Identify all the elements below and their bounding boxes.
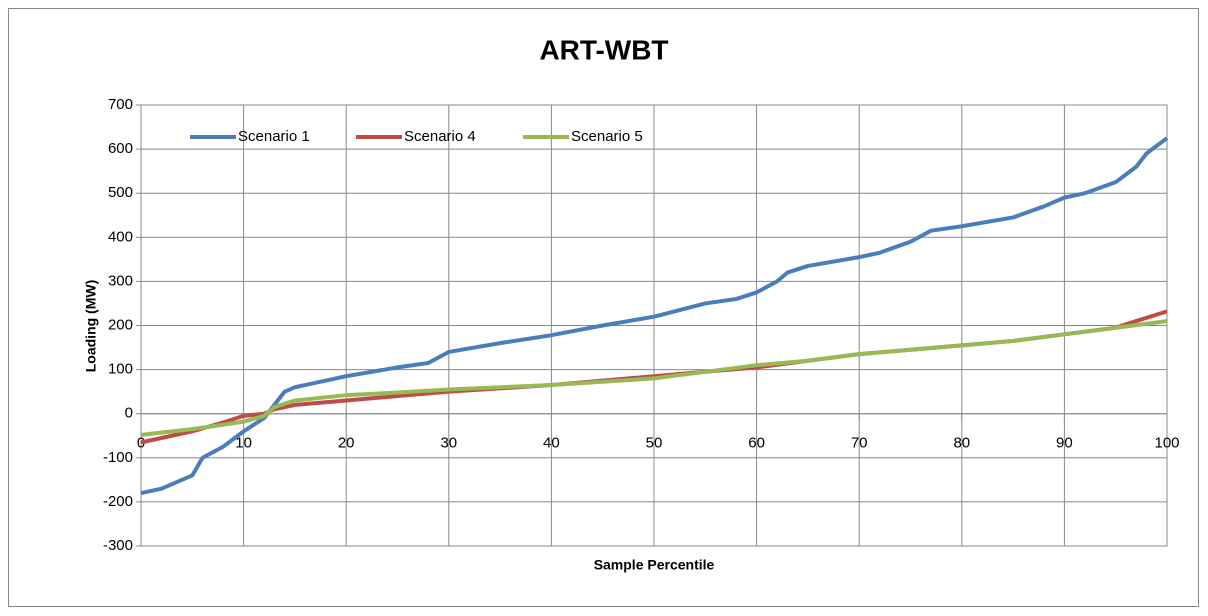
x-axis-label: Sample Percentile (594, 557, 715, 573)
y-tick-label: 200 (108, 316, 133, 333)
x-tick-label: 90 (1056, 435, 1073, 452)
y-axis-label: Loading (MW) (83, 280, 99, 373)
y-tick-label: 400 (108, 228, 133, 245)
series-line (140, 319, 1168, 437)
x-tick-label: 20 (338, 435, 355, 452)
series-line (140, 136, 1169, 496)
legend-label: Scenario 1 (238, 128, 310, 145)
y-tick-label: -100 (103, 449, 133, 466)
x-tick-label: 100 (1154, 435, 1179, 452)
y-tick-label: 100 (108, 361, 133, 378)
y-tick-label: -300 (103, 537, 133, 554)
y-tick-label: 0 (125, 405, 133, 422)
y-tick-label: 500 (108, 184, 133, 201)
chart-title: ART-WBT (539, 34, 668, 65)
x-tick-label: 40 (543, 435, 560, 452)
x-tick-label: 60 (748, 435, 765, 452)
y-tick-label: 700 (108, 96, 133, 113)
x-tick-label: 50 (646, 435, 663, 452)
x-tick-label: 80 (953, 435, 970, 452)
x-tick-label: 30 (440, 435, 457, 452)
y-tick-label: 300 (108, 272, 133, 289)
y-tick-label: 600 (108, 140, 133, 157)
legend-label: Scenario 5 (571, 128, 643, 145)
legend-label: Scenario 4 (404, 128, 476, 145)
x-tick-label: 10 (235, 435, 252, 452)
y-tick-label: -200 (103, 493, 133, 510)
chart-border (8, 8, 1199, 607)
x-tick-label: 0 (137, 435, 145, 452)
x-tick-label: 70 (851, 435, 868, 452)
